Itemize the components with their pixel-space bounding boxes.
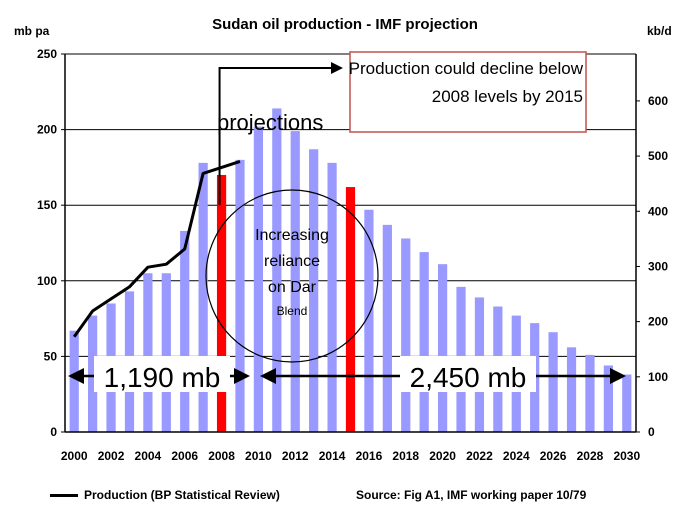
left-total-arrowhead-left (68, 368, 84, 384)
source-note: Source: Fig A1, IMF working paper 10/79 (356, 488, 587, 502)
y-axis-left-label: mb pa (14, 24, 50, 38)
annotations: projections Production could decline belo… (68, 51, 626, 393)
production-line-series (72, 159, 241, 338)
bar (161, 273, 171, 432)
right-total-label: 2,450 mb (410, 362, 527, 393)
bar (603, 365, 613, 432)
circle-line-3: on Dar (268, 279, 317, 296)
y-tick-left: 50 (44, 349, 58, 363)
y-tick-right: 300 (648, 259, 668, 273)
y-tick-left: 150 (37, 198, 57, 212)
callout-line-1: Production could decline below (349, 59, 584, 78)
x-tick: 2024 (503, 449, 530, 463)
x-tick: 2022 (466, 449, 493, 463)
x-tick: 2030 (613, 449, 640, 463)
bar (382, 224, 392, 432)
bar-highlight (216, 174, 227, 432)
x-tick: 2002 (98, 449, 125, 463)
tick-labels: 0 50 100 150 200 250 0 100 200 300 400 500 600 2000 20… (37, 47, 668, 463)
y-axis-right-label: kb/d (647, 24, 672, 38)
left-total-arrowhead-right (234, 368, 250, 384)
bar (180, 230, 190, 432)
right-total-arrowhead-right (610, 368, 626, 384)
x-tick: 2016 (356, 449, 383, 463)
bar (364, 209, 374, 432)
x-tick: 2020 (429, 449, 456, 463)
left-total-label-bg (94, 356, 230, 392)
circle-line-4: Blend (277, 304, 308, 318)
x-tick: 2026 (540, 449, 567, 463)
x-tick: 2028 (577, 449, 604, 463)
y-tick-right: 500 (648, 149, 668, 163)
y-tick-left: 200 (37, 123, 57, 137)
y-tick-right: 200 (648, 315, 668, 329)
callout-line-2: 2008 levels by 2015 (432, 87, 583, 106)
bar (419, 252, 429, 432)
legend-label: Production (BP Statistical Review) (84, 488, 280, 502)
bar (69, 330, 79, 432)
x-tick: 2008 (208, 449, 235, 463)
bar (290, 131, 300, 432)
projections-arrowhead (331, 62, 343, 74)
y-tick-right: 400 (648, 204, 668, 218)
bar (272, 108, 282, 432)
x-tick: 2014 (319, 449, 346, 463)
y-tick-left: 100 (37, 274, 57, 288)
bar-highlight (345, 187, 356, 432)
projections-label: projections (217, 110, 323, 135)
left-total-label: 1,190 mb (104, 362, 221, 393)
bar (622, 374, 632, 432)
x-tick: 2012 (282, 449, 309, 463)
right-total-arrowhead-left (260, 368, 276, 384)
y-tick-right: 100 (648, 370, 668, 384)
axes (61, 53, 640, 433)
projections-bracket (218, 67, 335, 206)
x-tick: 2004 (135, 449, 162, 463)
dar-blend-circle (205, 189, 379, 363)
bar (548, 332, 558, 432)
production-line (72, 159, 241, 338)
x-tick: 2010 (245, 449, 272, 463)
bar (88, 315, 98, 432)
circle-line-1: Increasing (255, 227, 329, 244)
bar (566, 347, 577, 432)
right-total-label-bg (400, 356, 536, 392)
bar (143, 273, 153, 432)
y-tick-left: 250 (37, 47, 57, 61)
bar (437, 264, 448, 432)
x-tick: 2000 (61, 449, 88, 463)
bar (198, 162, 208, 432)
callout-box (349, 51, 587, 133)
chart-legend: Production (BP Statistical Review) (50, 488, 280, 502)
chart-title: Sudan oil production - IMF projection (212, 16, 478, 33)
bar (253, 126, 264, 433)
y-tick-left: 0 (50, 425, 57, 439)
legend-line-swatch (50, 493, 78, 497)
y-tick-right: 0 (648, 425, 655, 439)
bar (401, 238, 411, 432)
bar (309, 149, 319, 433)
x-tick: 2018 (392, 449, 419, 463)
x-tick: 2006 (171, 449, 198, 463)
bar (327, 162, 337, 432)
bar (235, 159, 245, 432)
bar (585, 354, 595, 432)
y-tick-right: 600 (648, 94, 668, 108)
circle-line-2: reliance (264, 253, 320, 270)
